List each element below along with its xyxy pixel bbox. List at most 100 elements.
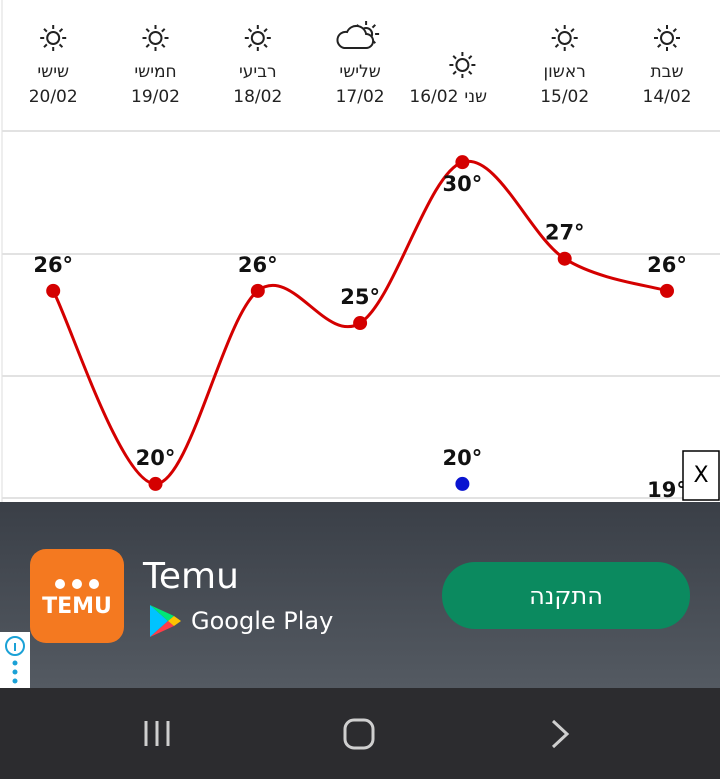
sun-ray xyxy=(247,28,253,33)
sun-core xyxy=(660,31,674,45)
temperature-label: 26° xyxy=(238,253,278,277)
nav-bar xyxy=(0,688,720,779)
day-date: 18/02 xyxy=(233,87,282,107)
day-date: 20/02 xyxy=(29,87,78,107)
temperature-point xyxy=(557,251,572,266)
sun-ray xyxy=(161,43,166,48)
temperature-point xyxy=(148,476,163,491)
day-name: שבת xyxy=(650,62,683,82)
play-part xyxy=(168,616,181,626)
temperature-label: 27° xyxy=(545,221,585,245)
ad-store: Google Play xyxy=(191,607,333,635)
sun-ray xyxy=(371,24,376,29)
play-part xyxy=(150,621,174,637)
day-date: 14/02 xyxy=(643,87,692,107)
sun-ray xyxy=(263,43,268,48)
sun-ray xyxy=(452,55,457,60)
sun-ray xyxy=(161,28,166,33)
back-button[interactable] xyxy=(551,719,570,749)
play-part xyxy=(150,605,174,621)
sun-ray xyxy=(43,28,48,33)
sun-ray xyxy=(672,43,677,48)
sun-ray xyxy=(468,55,473,60)
sun-ray xyxy=(58,28,64,33)
temperature-chart: 26° 27° 30° 25° 26° 20° 26° 19° 20° xyxy=(33,155,687,524)
sun-core xyxy=(46,31,61,45)
play-logo xyxy=(150,605,181,637)
days-header: שבת 14/02 ראשון 15/02 16/02 שני שלישי 17/02 רביע… xyxy=(29,21,692,107)
sun-core xyxy=(557,31,572,45)
info-dot xyxy=(12,669,18,675)
sun-core xyxy=(455,58,470,72)
day-date: 19/02 xyxy=(131,87,180,107)
sun-core xyxy=(148,31,163,45)
day-date: 16/02 xyxy=(409,87,458,107)
close-box xyxy=(682,450,720,501)
weather-icon xyxy=(551,25,578,51)
close-label: X xyxy=(693,463,708,488)
sun-ray xyxy=(58,43,64,48)
info-icon xyxy=(5,636,25,656)
temperature-label: 26° xyxy=(647,253,687,277)
nav-background xyxy=(0,688,720,779)
icon-glyph xyxy=(55,579,65,589)
sun-ray xyxy=(145,43,150,48)
day-name: חמישי xyxy=(134,62,176,82)
weather-icon xyxy=(336,21,380,49)
app-icon-text: TEMU xyxy=(42,594,112,619)
play-part xyxy=(150,605,168,637)
install-button[interactable] xyxy=(442,562,690,629)
temperature-point xyxy=(353,316,368,331)
weather-icon xyxy=(244,25,271,51)
info-dot xyxy=(12,678,18,684)
app-icon xyxy=(30,549,124,643)
temperature-label: 26° xyxy=(33,253,73,277)
app-background xyxy=(0,0,720,502)
sun-ray xyxy=(554,28,560,33)
sun-ray xyxy=(554,43,560,48)
sun-ray xyxy=(247,43,253,48)
recents-button[interactable] xyxy=(144,721,170,746)
day-date: 15/02 xyxy=(540,87,589,107)
sun-ray xyxy=(672,28,677,33)
day-name: רביעי xyxy=(239,62,277,82)
sun-ray xyxy=(145,28,150,33)
sun-ray xyxy=(452,70,457,75)
temperature-label: 25° xyxy=(340,285,380,309)
sun-ray xyxy=(657,43,662,48)
day-name: שלישי xyxy=(339,62,380,82)
cloud xyxy=(336,24,375,49)
temperature-label: 20° xyxy=(443,446,483,470)
icon-glyph xyxy=(89,579,99,589)
sun-ray xyxy=(43,43,48,48)
sun-ray xyxy=(263,28,268,33)
temperature-point xyxy=(455,476,470,491)
info-icon xyxy=(14,643,16,651)
home-button[interactable] xyxy=(343,718,375,750)
temperature-point xyxy=(455,155,470,170)
sun-ray xyxy=(657,28,662,33)
day-name: שני xyxy=(464,87,487,107)
weather-icon xyxy=(40,25,67,51)
ad-banner[interactable]: TEMU Temu Google Play התקנה xyxy=(0,502,720,688)
weather-icon xyxy=(449,52,476,78)
temperature-point xyxy=(250,283,265,298)
icon-glyph xyxy=(72,579,82,589)
day-name: שישי xyxy=(37,62,69,82)
sun-ray xyxy=(468,70,473,75)
sun-ray xyxy=(570,28,575,33)
install-label: התקנה xyxy=(529,582,603,610)
temperature-point xyxy=(46,283,61,298)
day-name: ראשון xyxy=(544,62,586,82)
close-ad-button[interactable]: X xyxy=(682,450,720,501)
day-date: 17/02 xyxy=(336,87,385,107)
temperature-label: 20° xyxy=(136,446,176,470)
temperature-label: 30° xyxy=(443,172,483,196)
temperature-label: 19° xyxy=(647,478,687,502)
info-dot xyxy=(12,660,18,666)
sun-core xyxy=(250,31,265,45)
weather-icon xyxy=(654,25,680,51)
temperature-point xyxy=(660,283,674,298)
